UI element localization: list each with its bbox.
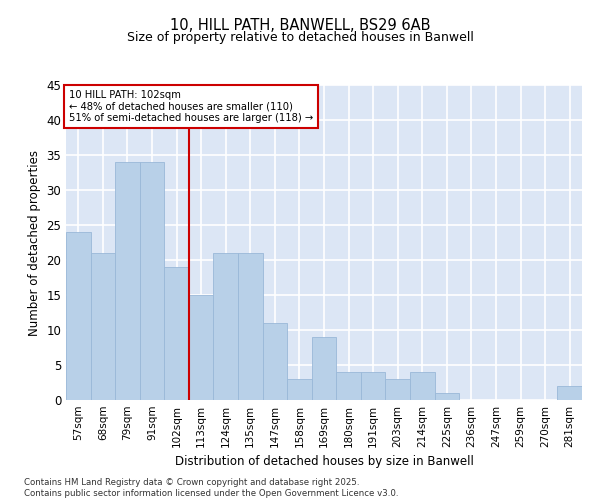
Bar [336,372,361,400]
Bar [385,379,410,400]
Bar [557,386,582,400]
Bar [66,232,91,400]
Bar [214,253,238,400]
Bar [91,253,115,400]
Bar [263,323,287,400]
Text: 10 HILL PATH: 102sqm
← 48% of detached houses are smaller (110)
51% of semi-deta: 10 HILL PATH: 102sqm ← 48% of detached h… [68,90,313,123]
Bar [434,393,459,400]
X-axis label: Distribution of detached houses by size in Banwell: Distribution of detached houses by size … [175,456,473,468]
Bar [410,372,434,400]
Bar [312,337,336,400]
Bar [287,379,312,400]
Bar [361,372,385,400]
Bar [115,162,140,400]
Y-axis label: Number of detached properties: Number of detached properties [28,150,41,336]
Bar [238,253,263,400]
Bar [189,295,214,400]
Bar [140,162,164,400]
Text: 10, HILL PATH, BANWELL, BS29 6AB: 10, HILL PATH, BANWELL, BS29 6AB [170,18,430,32]
Bar [164,267,189,400]
Text: Contains HM Land Registry data © Crown copyright and database right 2025.
Contai: Contains HM Land Registry data © Crown c… [24,478,398,498]
Text: Size of property relative to detached houses in Banwell: Size of property relative to detached ho… [127,31,473,44]
